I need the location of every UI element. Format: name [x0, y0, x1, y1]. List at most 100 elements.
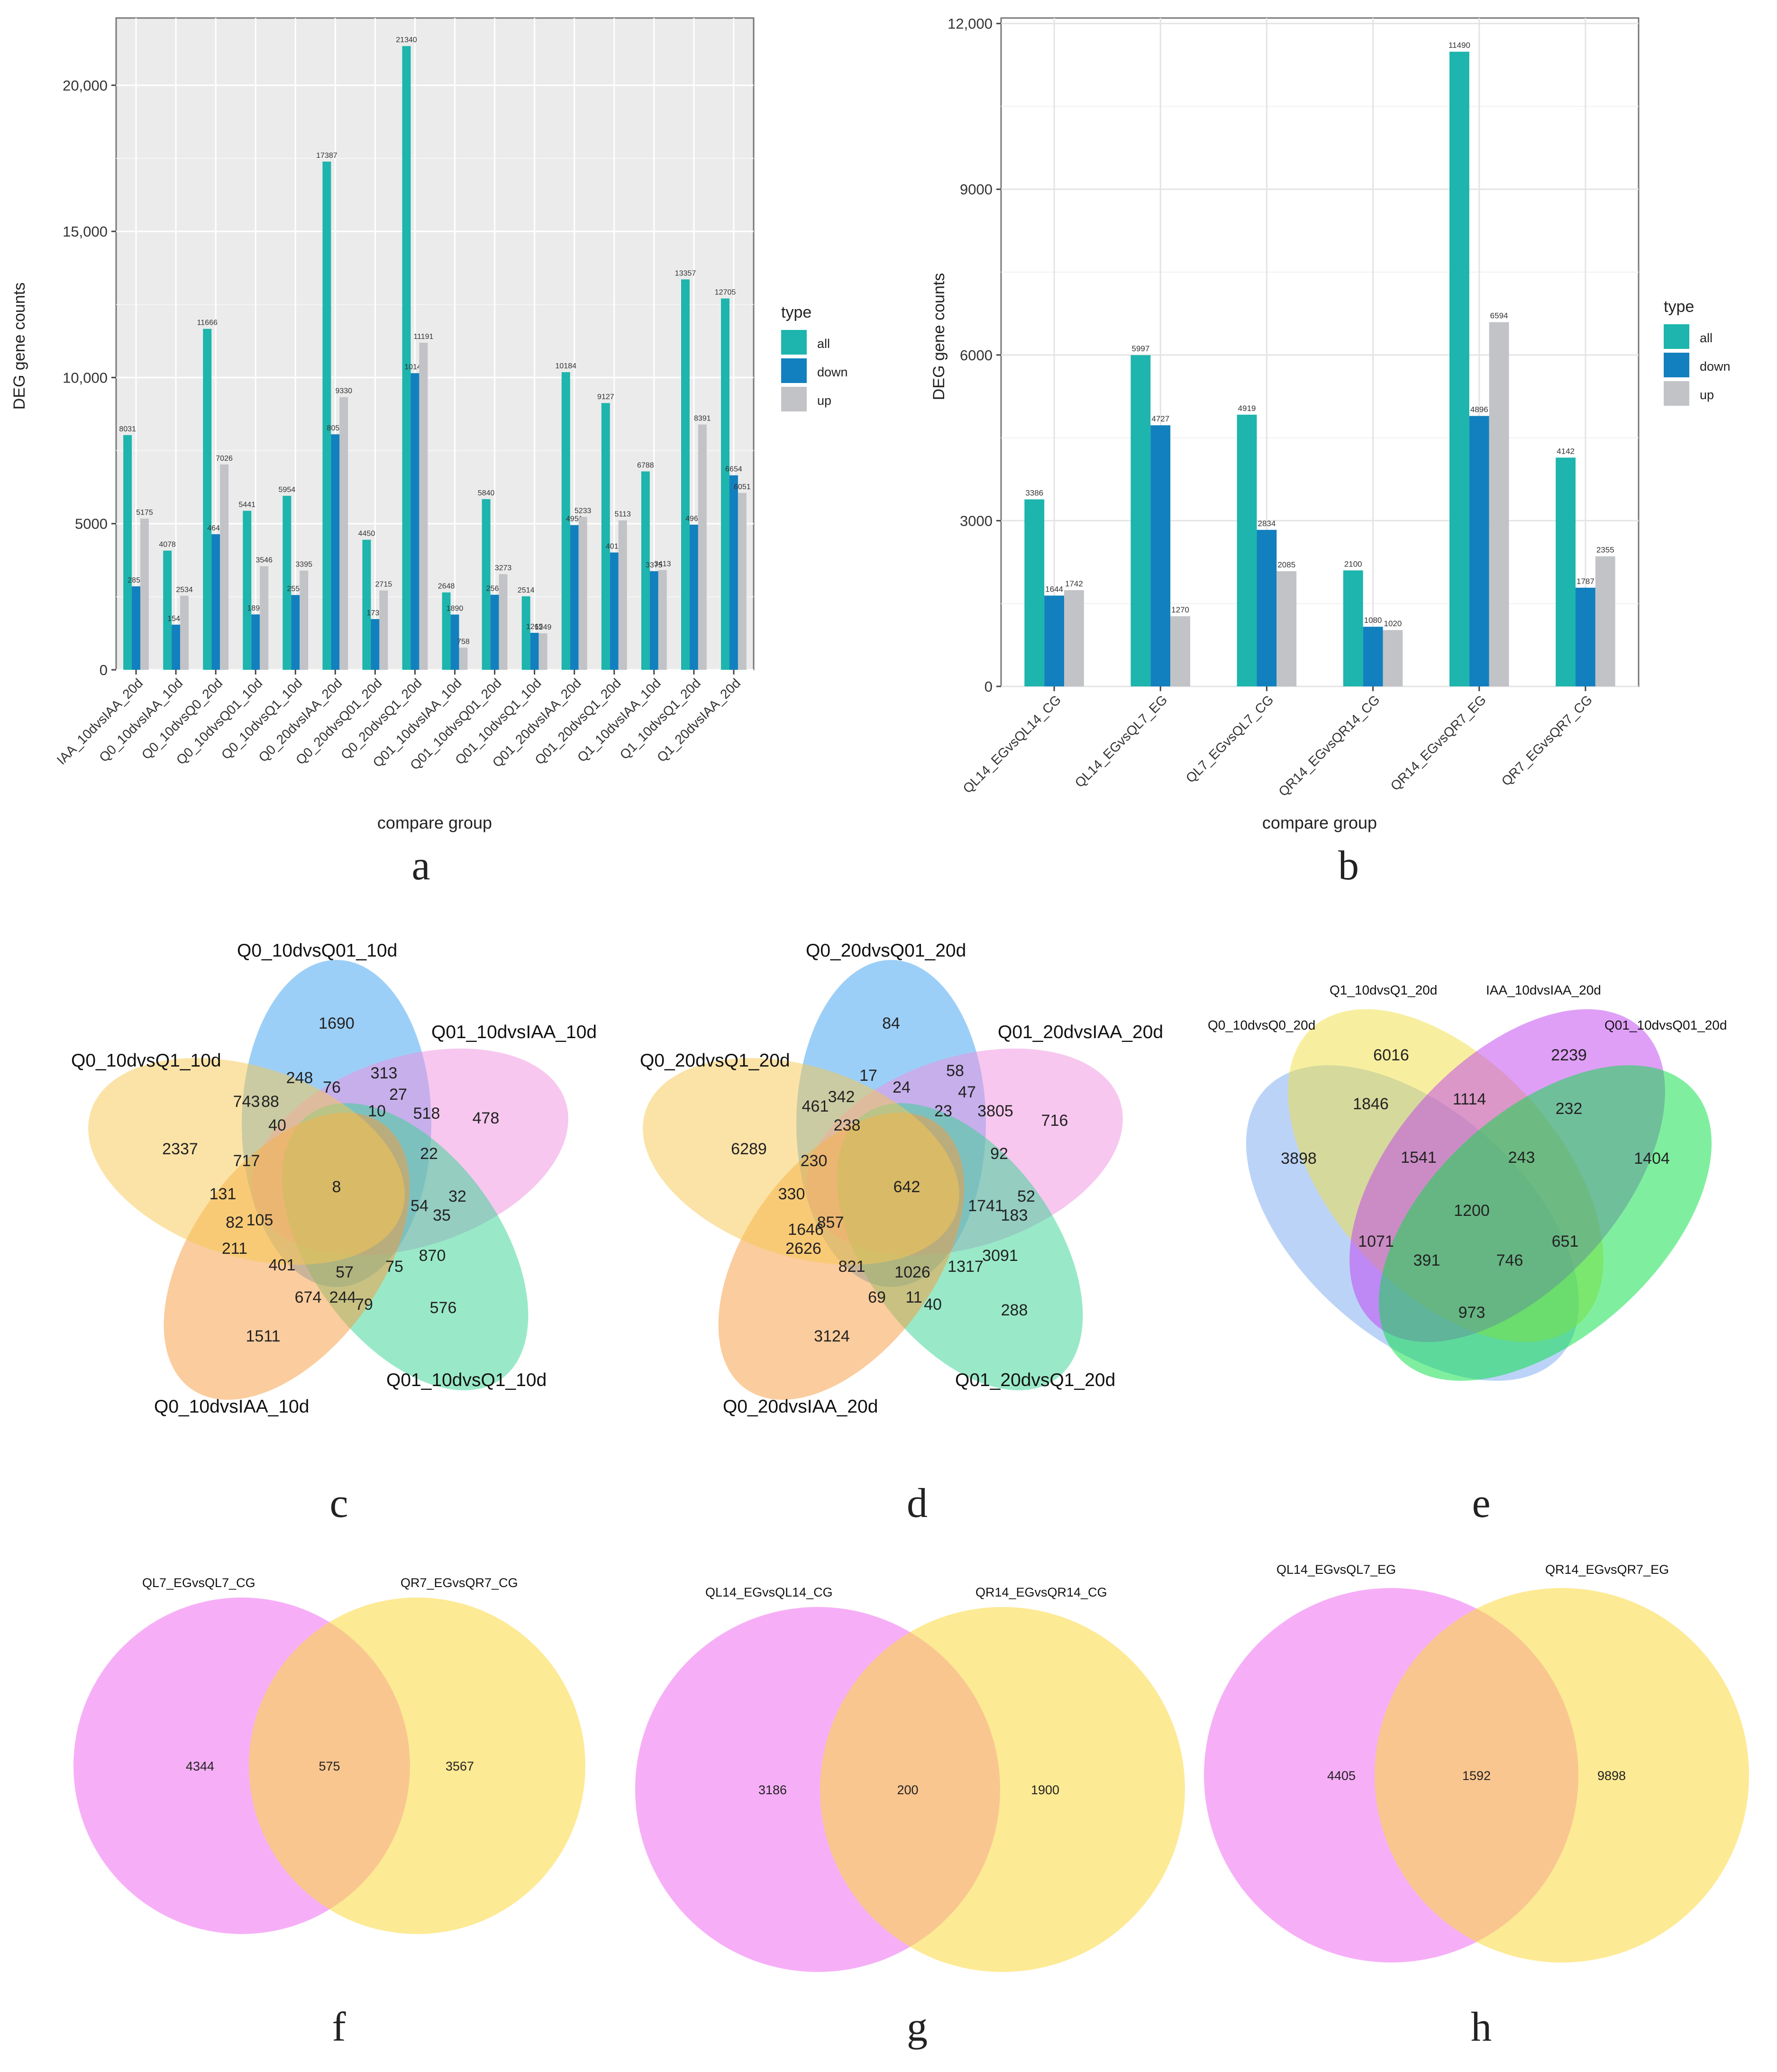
venn-d-region-count: 92 — [990, 1145, 1008, 1163]
venn-f-circle-right — [249, 1597, 585, 1934]
b-bar-value-label: 2834 — [1258, 519, 1276, 528]
panel-g-set-labels: QL14_EGvsQL14_CG QR14_EGvsQR14_CG — [705, 1585, 1107, 1599]
a-bar-down — [610, 552, 619, 670]
venn-e-region-count: 2239 — [1551, 1046, 1587, 1064]
b-bar-up — [1595, 556, 1615, 686]
venn-c-region-count: 131 — [210, 1185, 237, 1203]
venn-f-region-count: 575 — [319, 1759, 340, 1773]
a-bar-value-label: 4078 — [159, 541, 176, 549]
venn-c-region-count: 35 — [433, 1206, 451, 1224]
venn-f-set-label-right: QR7_EGvsQR7_CG — [401, 1576, 518, 1590]
venn-e-set-label-blue: Q0_10dvsQ0_20d — [1208, 1018, 1315, 1032]
a-bar-up — [180, 595, 189, 670]
venn-e-region-count: 391 — [1413, 1251, 1440, 1269]
a-bar-value-label: 3375 — [646, 561, 663, 569]
b-bar-all — [1237, 414, 1257, 686]
a-bar-up — [499, 574, 508, 670]
b-bar-value-label: 2355 — [1596, 546, 1614, 555]
panel-b-x-axis-label: compare group — [1262, 813, 1377, 832]
a-bar-value-label: 7026 — [216, 455, 233, 463]
venn-e-region-count: 1071 — [1358, 1232, 1394, 1251]
panel-a-x-axis-label: compare group — [377, 813, 492, 832]
b-x-tick-label: QR14_EGvsQR14_CG — [1276, 692, 1382, 799]
a-y-tick-label: 0 — [100, 662, 108, 678]
a-bar-value-label: 1265 — [526, 623, 543, 631]
b-bar-value-label: 4919 — [1238, 404, 1256, 413]
panel-a-legend-swatch-all — [781, 330, 807, 355]
venn-g-set-label-left: QL14_EGvsQL14_CG — [705, 1585, 833, 1599]
panel-a-bar-chart: 8031285651754078154425341166646407026544… — [10, 17, 848, 832]
a-bar-value-label: 2648 — [438, 583, 455, 591]
venn-c-region-count: 79 — [355, 1296, 373, 1314]
venn-c-region-count: 313 — [371, 1064, 398, 1082]
a-bar-value-label: 2715 — [375, 581, 392, 589]
panel-b-legend-swatch-all — [1664, 324, 1689, 349]
venn-c-region-count: 576 — [430, 1299, 457, 1317]
venn-c-region-count: 105 — [246, 1211, 273, 1229]
venn-g-circle-right — [820, 1607, 1185, 1972]
panel-letter-g: g — [907, 2004, 928, 2050]
a-bar-value-label: 1249 — [535, 623, 552, 631]
a-bar-value-label: 758 — [457, 638, 470, 646]
b-bar-value-label: 4727 — [1151, 414, 1169, 423]
a-bar-all — [561, 372, 570, 670]
venn-d-region-count: 58 — [946, 1062, 964, 1080]
a-bar-value-label: 5441 — [238, 501, 255, 509]
b-y-tick-label: 12,000 — [948, 16, 993, 32]
panel-a-y-tick-labels: 0 5000 10,000 15,000 20,000 — [63, 77, 108, 678]
venn-d-region-count: 642 — [893, 1178, 920, 1196]
a-bar-up — [738, 493, 747, 670]
b-bar-down — [1257, 529, 1277, 686]
venn-c-region-count: 10 — [368, 1102, 386, 1120]
b-bar-down — [1150, 425, 1171, 686]
b-y-tick-label: 0 — [984, 678, 993, 695]
b-bar-value-label: 5997 — [1131, 344, 1149, 353]
panel-b-legend-label-all: all — [1700, 331, 1713, 345]
b-bar-all — [1449, 52, 1469, 686]
venn-d-region-count: 857 — [817, 1214, 844, 1232]
a-bar-all — [362, 539, 371, 670]
venn-d-region-count: 17 — [859, 1067, 877, 1085]
a-bar-down — [251, 614, 260, 670]
venn-c-region-count: 8 — [332, 1178, 341, 1196]
venn-d-region-count: 3091 — [982, 1247, 1018, 1265]
panel-letter-d: d — [907, 1480, 928, 1526]
b-bar-value-label: 3386 — [1025, 488, 1043, 497]
venn-d-set-label-left: Q0_20dvsQ1_20d — [640, 1050, 790, 1071]
a-bar-up — [300, 570, 309, 670]
a-bar-all — [203, 329, 212, 670]
a-bar-all — [282, 495, 292, 670]
a-bar-value-label: 10184 — [556, 362, 577, 370]
venn-d-region-count: 6289 — [731, 1140, 767, 1158]
venn-d-set-label-bottom-left: Q0_20dvsIAA_20d — [723, 1397, 878, 1417]
b-y-tick-label: 6000 — [960, 347, 993, 364]
b-bar-all — [1130, 355, 1151, 686]
b-x-tick-label: QL14_EGvsQL7_EG — [1072, 692, 1170, 790]
venn-g-region-count: 200 — [897, 1783, 918, 1797]
venn-d-region-count: 238 — [834, 1116, 861, 1134]
b-bar-up — [1064, 590, 1084, 686]
panel-b-legend-label-up: up — [1700, 388, 1714, 402]
venn-d-region-count: 11 — [905, 1288, 922, 1306]
a-bar-up — [419, 342, 428, 670]
venn-d-region-count: 1741 — [968, 1197, 1004, 1215]
panel-b-legend-swatch-down — [1664, 353, 1689, 377]
panel-a-bars: 8031285651754078154425341166646407026544… — [119, 36, 751, 670]
venn-h-set-label-left: QL14_EGvsQL7_EG — [1276, 1562, 1396, 1577]
a-bar-all — [721, 298, 730, 670]
b-x-tick-label: QR7_EGvsQR7_CG — [1499, 692, 1595, 788]
panel-a-legend-label-down: down — [817, 365, 848, 379]
b-y-tick-label: 9000 — [960, 181, 993, 198]
panel-d-venn — [643, 960, 1123, 1400]
b-bar-value-label: 1270 — [1171, 605, 1189, 614]
venn-e-region-count: 1114 — [1453, 1090, 1486, 1108]
b-bar-down — [1469, 416, 1489, 686]
venn-c-set-label-bottom-right: Q01_10dvsQ1_10d — [386, 1370, 547, 1390]
venn-e-region-count: 6016 — [1373, 1046, 1409, 1064]
b-bar-value-label: 2085 — [1277, 560, 1295, 569]
panel-a-legend-swatch-down — [781, 358, 807, 383]
panel-d-set-labels: Q0_20dvsQ01_20d Q01_20dvsIAA_20d Q01_20d… — [640, 940, 1163, 1417]
b-x-tick-label: QL14_EGvsQL14_CG — [960, 692, 1064, 796]
